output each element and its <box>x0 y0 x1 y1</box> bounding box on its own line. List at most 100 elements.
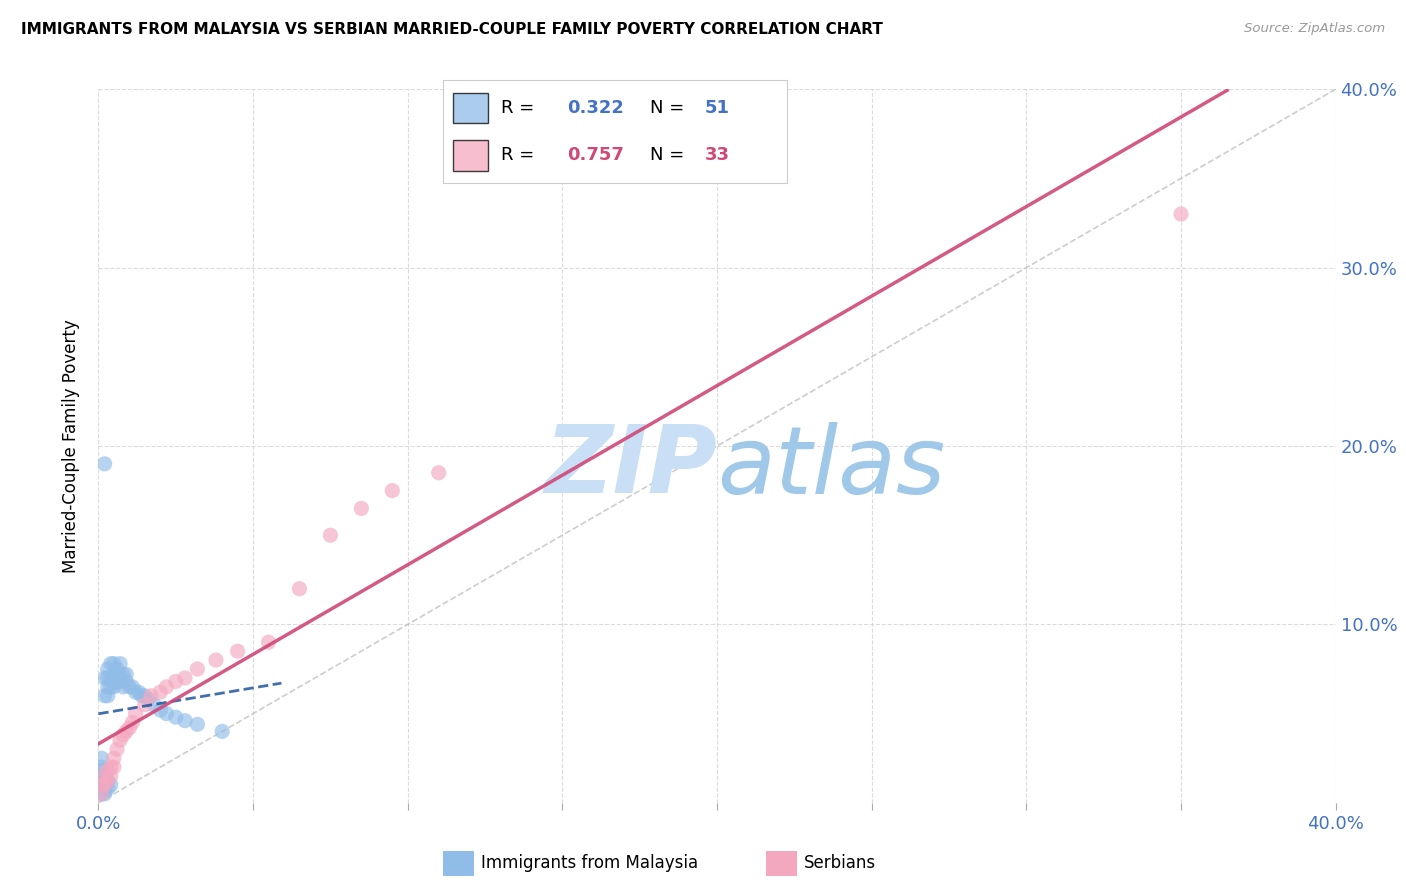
Point <box>93 689 115 703</box>
Point <box>143 698 166 712</box>
Point <box>93 787 115 801</box>
Point <box>186 717 208 731</box>
Point <box>121 715 143 730</box>
Point <box>118 680 141 694</box>
Point <box>90 778 112 792</box>
Point <box>131 689 153 703</box>
Point <box>128 685 150 699</box>
Point <box>100 671 122 685</box>
Text: N =: N = <box>650 99 689 117</box>
Point <box>205 653 228 667</box>
Point <box>103 667 125 681</box>
Point <box>97 774 120 789</box>
Point <box>100 680 122 694</box>
Point <box>97 781 120 796</box>
Point <box>103 680 125 694</box>
Point <box>149 703 172 717</box>
Point <box>90 764 112 778</box>
Point <box>319 528 342 542</box>
Point <box>103 751 125 765</box>
Point <box>93 769 115 783</box>
Point <box>100 778 122 792</box>
Point <box>149 685 172 699</box>
Point <box>93 457 115 471</box>
Point <box>112 680 135 694</box>
Text: 0.757: 0.757 <box>567 146 624 164</box>
Point <box>174 671 197 685</box>
Point <box>108 733 131 747</box>
Point <box>226 644 249 658</box>
Point <box>90 769 112 783</box>
Point <box>90 787 112 801</box>
Point <box>124 706 146 721</box>
Point <box>186 662 208 676</box>
Point <box>112 728 135 742</box>
Point <box>90 760 112 774</box>
Point <box>115 724 138 739</box>
Text: atlas: atlas <box>717 422 945 513</box>
Point <box>108 674 131 689</box>
Point <box>115 674 138 689</box>
Text: 51: 51 <box>704 99 730 117</box>
Point <box>288 582 311 596</box>
Point <box>100 657 122 671</box>
Text: 33: 33 <box>704 146 730 164</box>
Point <box>134 698 156 712</box>
Point <box>108 667 131 681</box>
FancyBboxPatch shape <box>453 93 488 123</box>
Point <box>97 764 120 778</box>
Point <box>105 742 128 756</box>
Text: 0.322: 0.322 <box>567 99 624 117</box>
Point <box>97 671 120 685</box>
Text: Source: ZipAtlas.com: Source: ZipAtlas.com <box>1244 22 1385 36</box>
Point <box>155 680 177 694</box>
Text: N =: N = <box>650 146 689 164</box>
Point <box>103 760 125 774</box>
Point <box>427 466 450 480</box>
FancyBboxPatch shape <box>453 140 488 170</box>
Point <box>90 774 112 789</box>
Point <box>100 760 122 774</box>
Point <box>90 787 112 801</box>
Point <box>381 483 404 498</box>
Point <box>90 778 112 792</box>
Point <box>115 667 138 681</box>
Point <box>97 680 120 694</box>
Point <box>103 674 125 689</box>
Text: Immigrants from Malaysia: Immigrants from Malaysia <box>481 855 697 872</box>
Y-axis label: Married-Couple Family Poverty: Married-Couple Family Poverty <box>62 319 80 573</box>
Point <box>136 692 159 706</box>
Text: R =: R = <box>502 99 540 117</box>
Point <box>112 667 135 681</box>
Point <box>97 689 120 703</box>
Point <box>105 662 128 676</box>
Point <box>100 769 122 783</box>
Point <box>134 689 156 703</box>
Point <box>118 721 141 735</box>
Point <box>174 714 197 728</box>
Point <box>97 774 120 789</box>
Point <box>1170 207 1192 221</box>
Point <box>93 769 115 783</box>
Point <box>90 751 112 765</box>
Point <box>124 685 146 699</box>
Point <box>103 657 125 671</box>
Point <box>93 774 115 789</box>
Point <box>93 671 115 685</box>
Point <box>165 674 187 689</box>
Point <box>93 778 115 792</box>
Point <box>139 689 162 703</box>
Point <box>350 501 373 516</box>
Point <box>105 674 128 689</box>
Text: IMMIGRANTS FROM MALAYSIA VS SERBIAN MARRIED-COUPLE FAMILY POVERTY CORRELATION CH: IMMIGRANTS FROM MALAYSIA VS SERBIAN MARR… <box>21 22 883 37</box>
Point <box>155 706 177 721</box>
Point <box>97 662 120 676</box>
Point <box>165 710 187 724</box>
Text: R =: R = <box>502 146 540 164</box>
Point <box>211 724 233 739</box>
Text: Serbians: Serbians <box>804 855 876 872</box>
Text: ZIP: ZIP <box>544 421 717 514</box>
Point <box>108 657 131 671</box>
Point <box>257 635 280 649</box>
Point <box>93 781 115 796</box>
